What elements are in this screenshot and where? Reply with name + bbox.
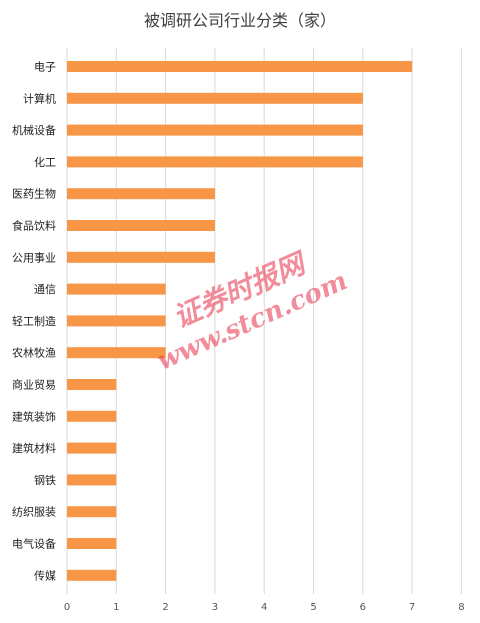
bar	[67, 188, 215, 200]
category-label: 建筑材料	[12, 441, 56, 455]
x-tick-label: 4	[261, 602, 267, 613]
x-tick-label: 6	[360, 602, 366, 613]
category-label: 电子	[34, 61, 56, 74]
bar	[67, 283, 166, 295]
category-label: 纺织服装	[12, 505, 56, 519]
bars	[67, 61, 413, 581]
bar	[67, 474, 117, 486]
category-labels: 电子计算机机械设备化工医药生物食品饮料公用事业通信轻工制造农林牧渔商业贸易建筑装…	[12, 61, 56, 583]
category-label: 电气设备	[12, 537, 56, 551]
category-label: 轻工制造	[12, 314, 56, 328]
category-label: 公用事业	[12, 251, 56, 264]
category-label: 传媒	[34, 569, 56, 582]
category-label: 医药生物	[12, 187, 56, 201]
bar	[67, 124, 363, 136]
bar	[67, 156, 363, 168]
grid-lines	[66, 48, 462, 594]
x-tick-labels: 0 1 2 3 4 5 6 7 8	[64, 602, 465, 613]
x-tick-label: 5	[310, 602, 316, 613]
x-tick-label: 1	[113, 602, 119, 613]
bar	[67, 347, 166, 359]
category-label: 农林牧渔	[12, 346, 56, 360]
category-label: 通信	[34, 283, 56, 296]
bar	[67, 538, 117, 549]
bar	[67, 251, 215, 263]
x-tick-label: 7	[409, 602, 415, 613]
bar	[67, 379, 117, 390]
category-label: 商业贸易	[12, 378, 56, 392]
bar	[67, 506, 117, 518]
x-tick-label: 0	[64, 602, 70, 613]
bar	[67, 315, 166, 327]
bar	[67, 92, 363, 104]
category-label: 食品饮料	[12, 219, 56, 233]
x-tick-label: 3	[212, 602, 218, 613]
bar	[67, 569, 117, 581]
category-label: 机械设备	[12, 123, 56, 137]
bar	[67, 410, 117, 422]
bar	[67, 61, 413, 72]
category-label: 计算机	[23, 91, 56, 105]
bar	[67, 220, 215, 231]
x-tick-label: 8	[458, 602, 464, 613]
x-tick-label: 2	[162, 602, 168, 613]
bar	[67, 442, 117, 454]
category-label: 化工	[34, 155, 56, 169]
category-label: 钢铁	[34, 474, 56, 487]
chart-title: 被调研公司行业分类（家）	[144, 11, 336, 30]
category-label: 建筑装饰	[12, 409, 56, 423]
